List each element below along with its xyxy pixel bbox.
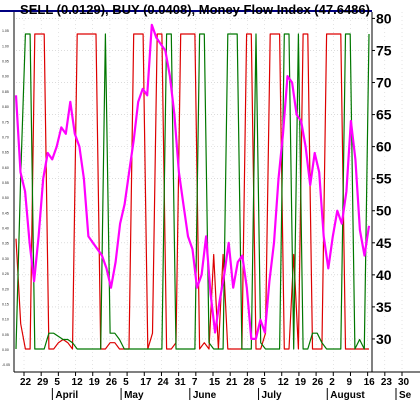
x-day-label: 15 [209, 377, 221, 388]
x-day-label: 5 [261, 377, 267, 388]
right-tick-label: 75 [376, 42, 392, 58]
x-month-label: May [124, 390, 144, 400]
left-tick-label: 1.05 [2, 29, 9, 33]
left-tick-label: 0.60 [2, 166, 9, 170]
x-day-label: 24 [157, 377, 169, 388]
x-month-label: April [55, 390, 78, 400]
left-tick-label: 0.40 [2, 227, 9, 231]
left-tick-label: 0.50 [2, 196, 9, 200]
x-day-label: 31 [175, 377, 187, 388]
x-day-label: 23 [381, 377, 393, 388]
x-month-label: July [262, 390, 282, 400]
left-tick-label: 0.65 [2, 151, 9, 155]
right-tick-label: 65 [376, 107, 392, 123]
right-tick-label: 35 [376, 299, 392, 315]
left-tick-label: 0.05 [2, 333, 9, 337]
right-tick-label: 50 [376, 203, 392, 219]
x-day-label: 2 [329, 377, 335, 388]
left-tick-label: 0.95 [2, 60, 9, 64]
x-day-label: 16 [364, 377, 376, 388]
x-day-label: 5 [123, 377, 129, 388]
right-tick-label: 45 [376, 235, 392, 251]
x-day-label: 19 [295, 377, 307, 388]
left-tick-label: 0.55 [2, 181, 9, 185]
x-day-label: 17 [140, 377, 152, 388]
x-day-label: 12 [72, 377, 84, 388]
left-tick-label: 0.20 [2, 287, 9, 291]
left-tick-label: 0.75 [2, 120, 9, 124]
x-month-label: August [330, 390, 365, 400]
left-tick-label: 0.25 [2, 272, 9, 276]
x-day-label: 21 [226, 377, 238, 388]
right-tick-label: 55 [376, 171, 392, 187]
x-month-label: Se [399, 390, 412, 400]
series-line-money-flow-index [14, 23, 371, 340]
left-tick-label: 0.90 [2, 75, 9, 79]
x-day-label: 7 [192, 377, 198, 388]
x-day-label: 26 [106, 377, 118, 388]
x-day-label: 5 [54, 377, 60, 388]
x-axis: 22 29 5 12 19 26 5 17 24 31 7 15 21 28 5 12 19 26 2 9 16 23 30… [20, 372, 412, 400]
left-tick-label: 0.30 [2, 257, 9, 261]
left-tick-label: 0.15 [2, 302, 9, 306]
series-line-sell [15, 33, 369, 350]
left-tick-label: 0.70 [2, 135, 9, 139]
chart-title: SELL (0.0129), BUY (0.0408), Money Flow … [20, 2, 370, 17]
right-tick-label: 80 [376, 10, 392, 26]
left-tick-label: 0.10 [2, 318, 9, 322]
x-month-label: June [193, 390, 217, 400]
right-tick-label: 40 [376, 267, 392, 283]
left-tick-label: 0.35 [2, 242, 9, 246]
x-day-label: 19 [89, 377, 101, 388]
left-tick-label: 0.45 [2, 211, 9, 215]
x-day-label: 12 [278, 377, 290, 388]
left-tick-label: -0.05 [2, 363, 10, 367]
right-tick-label: 60 [376, 139, 392, 155]
x-day-label: 9 [346, 377, 352, 388]
series-layer [14, 23, 371, 350]
left-axis: 1.05 1.00 0.95 0.90 0.85 0.80 0.75 0.70 0.65 0.60… [2, 29, 10, 367]
series-line-buy [15, 33, 370, 350]
right-tick-label: 30 [376, 331, 392, 347]
x-day-label: 29 [37, 377, 49, 388]
right-tick-label: 70 [376, 75, 392, 91]
x-day-label: 22 [20, 377, 32, 388]
x-day-label: 30 [398, 377, 410, 388]
left-tick-label: 1.00 [2, 44, 9, 48]
right-axis: 80 75 70 65 60 55 50 45 40 35 30 [372, 10, 392, 347]
left-tick-label: 0.85 [2, 90, 9, 94]
x-day-label: 26 [312, 377, 324, 388]
x-day-label: 28 [243, 377, 255, 388]
left-tick-label: 0.80 [2, 105, 9, 109]
left-tick-label: 0.00 [2, 348, 9, 352]
